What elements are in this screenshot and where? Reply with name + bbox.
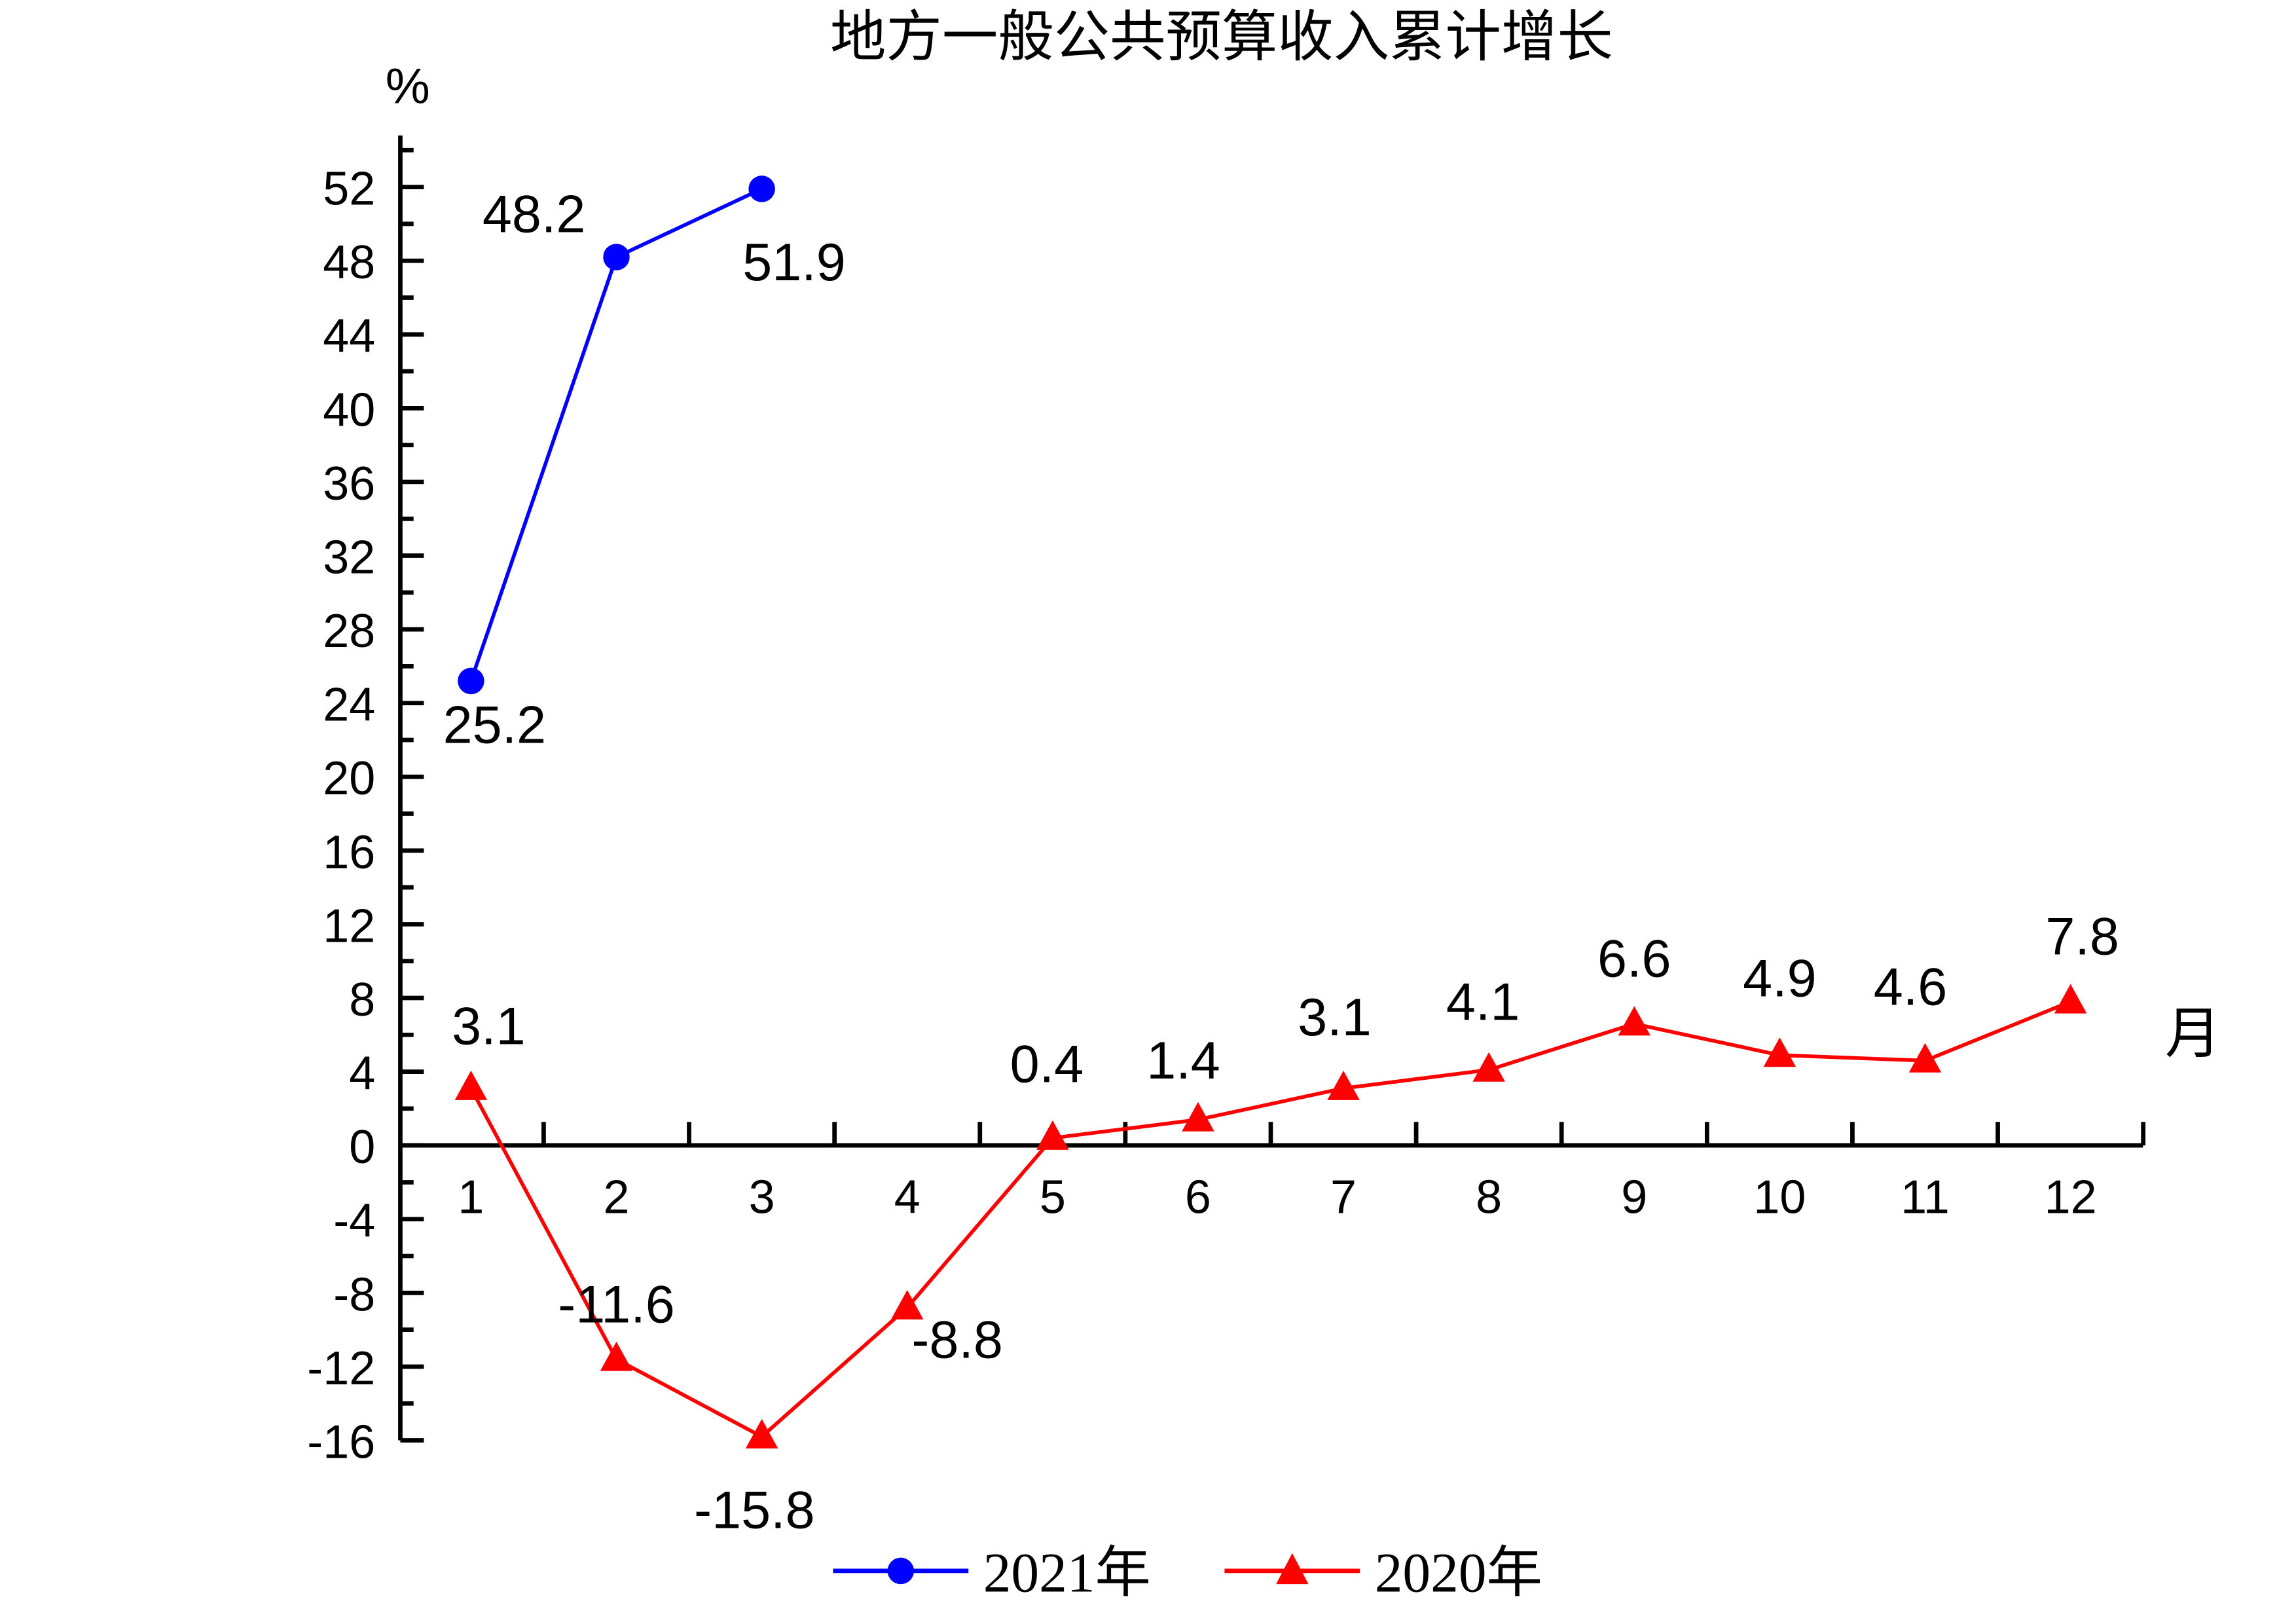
y-tick-label: 40	[323, 384, 375, 436]
data-point	[748, 175, 775, 202]
y-tick-label: -4	[333, 1195, 375, 1247]
data-point	[890, 1289, 924, 1320]
data-label: 51.9	[742, 233, 846, 292]
data-point	[1618, 1006, 1650, 1036]
data-label: 1.4	[1146, 1031, 1220, 1090]
data-label: 25.2	[443, 695, 546, 754]
legend-marker-triangle	[1276, 1553, 1309, 1585]
data-point	[454, 1070, 488, 1100]
x-tick-label: 1	[458, 1172, 484, 1224]
x-tick-label: 10	[1753, 1172, 1806, 1224]
data-point	[1182, 1101, 1214, 1132]
y-tick-label: -12	[307, 1342, 375, 1395]
data-label: 48.2	[483, 185, 586, 244]
data-point	[458, 667, 484, 695]
data-point	[600, 1341, 633, 1371]
legend-label: 2020年	[1375, 1542, 1542, 1604]
data-point	[1763, 1037, 1796, 1067]
y-tick-label: -8	[333, 1268, 375, 1321]
x-axis-label: 月	[2165, 1004, 2221, 1065]
x-tick-label: 4	[894, 1172, 920, 1224]
data-label: 4.9	[1743, 949, 1817, 1008]
x-tick-label: 5	[1040, 1172, 1066, 1224]
data-label: 0.4	[1010, 1035, 1084, 1094]
y-tick-label: 12	[323, 900, 375, 952]
data-label: 6.6	[1597, 929, 1671, 988]
y-tick-label: 44	[323, 310, 375, 363]
data-point	[1908, 1043, 1942, 1073]
y-tick-label: 8	[349, 974, 375, 1026]
y-tick-label: 24	[323, 679, 375, 731]
x-tick-label: 7	[1330, 1172, 1357, 1224]
data-point	[603, 244, 630, 270]
x-tick-label: 8	[1476, 1172, 1502, 1224]
y-tick-label: 4	[349, 1048, 375, 1100]
legend-marker-circle	[887, 1557, 915, 1585]
data-point	[1036, 1120, 1069, 1150]
data-point	[1327, 1070, 1360, 1100]
y-tick-label: 28	[323, 605, 375, 657]
y-tick-label: 48	[323, 236, 375, 289]
y-tick-label: 52	[323, 163, 375, 215]
y-tick-label: 20	[323, 752, 375, 805]
x-tick-label: 11	[1901, 1172, 1950, 1224]
x-tick-label: 9	[1621, 1172, 1647, 1224]
data-label: 4.1	[1446, 972, 1520, 1031]
data-label: 3.1	[452, 997, 526, 1056]
y-tick-label: -16	[307, 1416, 375, 1469]
data-label: 3.1	[1298, 988, 1372, 1047]
y-tick-label: 16	[323, 826, 375, 879]
y-axis-label: %	[386, 59, 430, 115]
data-label: 4.6	[1874, 957, 1948, 1016]
data-point	[745, 1418, 778, 1449]
x-tick-label: 6	[1185, 1172, 1211, 1224]
x-tick-label: 2	[603, 1172, 629, 1224]
y-tick-label: 32	[323, 531, 375, 583]
data-point	[2054, 984, 2087, 1014]
data-label: 7.8	[2045, 908, 2119, 967]
y-tick-label: 36	[323, 458, 375, 510]
data-label: -15.8	[694, 1481, 814, 1540]
x-tick-label: 3	[749, 1172, 775, 1224]
legend-label: 2021年	[983, 1542, 1151, 1604]
data-label: -8.8	[911, 1310, 1002, 1369]
x-tick-label: 12	[2045, 1172, 2097, 1224]
y-tick-label: 0	[349, 1121, 375, 1173]
series-line-2020年	[469, 1000, 2071, 1439]
data-label: -11.6	[558, 1275, 674, 1334]
chart-title: 地方一般公共预算收入累计增长	[830, 7, 1613, 69]
data-point	[1472, 1052, 1505, 1082]
